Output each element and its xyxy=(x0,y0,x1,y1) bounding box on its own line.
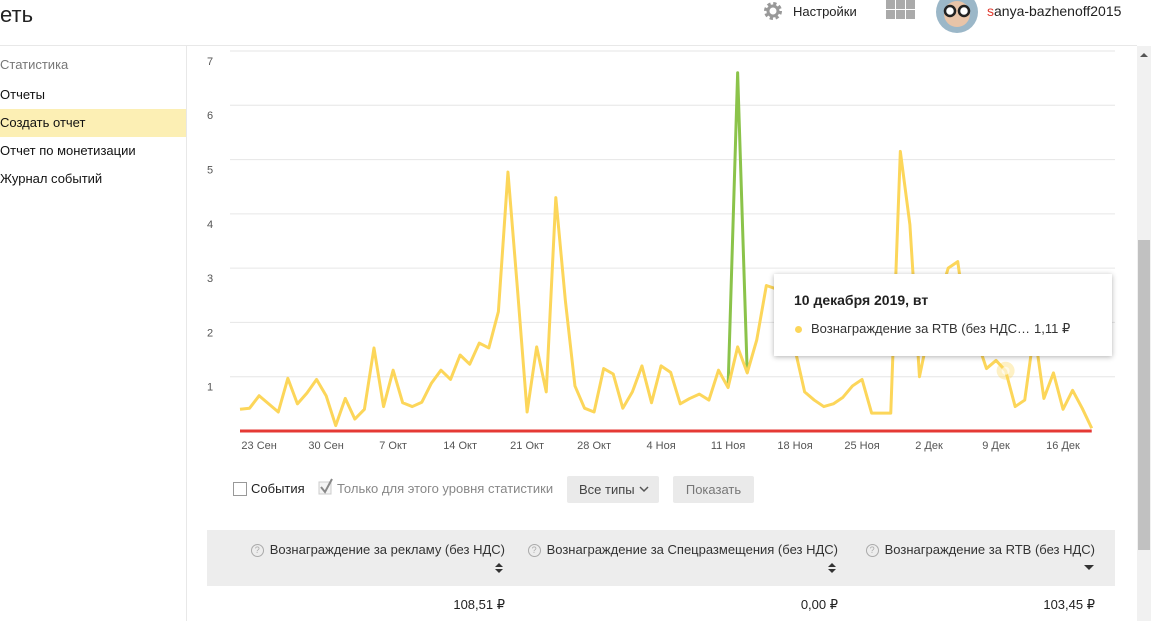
x-tick-label: 30 Сен xyxy=(308,440,343,452)
sidebar-title: Статистика xyxy=(0,57,69,72)
settings-icon[interactable] xyxy=(762,0,784,22)
x-tick-label: 21 Окт xyxy=(510,440,544,452)
settings-link[interactable]: Настройки xyxy=(793,4,857,19)
y-tick-label: 3 xyxy=(207,273,213,285)
sort-icon[interactable] xyxy=(495,562,503,574)
column-title: Вознаграждение за RTB (без НДС) xyxy=(884,542,1095,557)
line-series xyxy=(239,149,1094,429)
line-series xyxy=(726,71,749,388)
x-tick-label: 25 Ноя xyxy=(844,440,879,452)
x-tick-label: 28 Окт xyxy=(577,440,611,452)
button-label: Показать xyxy=(685,482,742,497)
sidebar-item[interactable]: Журнал событий xyxy=(0,171,103,186)
y-tick-label: 5 xyxy=(207,164,213,176)
y-tick-label: 1 xyxy=(207,382,213,394)
tooltip-date: 10 декабря 2019, вт xyxy=(794,292,929,308)
sort-icon[interactable] xyxy=(1084,564,1094,572)
y-tick-label: 6 xyxy=(207,110,213,122)
dropdown[interactable]: Все типы xyxy=(567,476,659,503)
sidebar-item[interactable]: Отчеты xyxy=(0,87,45,102)
column-title: Вознаграждение за Спецразмещения (без НД… xyxy=(546,542,838,557)
column-header[interactable]: ? Вознаграждение за Спецразмещения (без Н… xyxy=(527,542,838,557)
apps-icon[interactable] xyxy=(886,0,916,20)
help-icon[interactable]: ? xyxy=(250,544,264,557)
x-tick-label: 18 Ноя xyxy=(777,440,812,452)
table-cell: 103,45 ₽ xyxy=(1043,597,1095,612)
checkbox-label[interactable]: Только для этого уровня статистики xyxy=(337,481,554,496)
avatar[interactable] xyxy=(935,0,979,34)
sidebar-item[interactable]: Создать отчет xyxy=(0,109,186,137)
hover-marker xyxy=(1001,366,1010,375)
x-tick-label: 11 Ноя xyxy=(711,440,746,452)
checkbox-checked[interactable] xyxy=(318,478,334,496)
tooltip: 10 декабря 2019, вт Вознаграждение за RT… xyxy=(774,274,1112,356)
checkbox-label[interactable]: События xyxy=(251,481,305,496)
scroll-up[interactable] xyxy=(1140,52,1148,58)
table-cell: 0,00 ₽ xyxy=(800,597,838,612)
help-icon[interactable]: ? xyxy=(527,544,541,557)
x-tick-label: 4 Ноя xyxy=(646,440,675,452)
x-tick-label: 2 Дек xyxy=(915,440,943,452)
button[interactable]: Показать xyxy=(673,476,754,503)
chart: 1 2 3 4 5 6 7 23 Сен 30 Сен 7 Окт 14 Окт 21 Окт 28 О… xyxy=(207,50,1115,452)
y-tick-label: 7 xyxy=(207,56,213,68)
column-header[interactable]: ? Вознаграждение за RTB (без НДС) xyxy=(865,542,1095,557)
username[interactable]: sanya-bazhenoff2015 xyxy=(987,3,1122,19)
x-tick-label: 9 Дек xyxy=(982,440,1010,452)
header: еть Настройки sanya-bazhenoff2015 xyxy=(0,0,1137,46)
sidebar-item[interactable]: Отчет по монетизации xyxy=(0,143,136,158)
scrollbar[interactable] xyxy=(1137,46,1151,621)
help-icon[interactable]: ? xyxy=(865,544,879,557)
x-tick-label: 7 Окт xyxy=(379,440,407,452)
column-header[interactable]: ? Вознаграждение за рекламу (без НДС) xyxy=(250,542,505,557)
column-title: Вознаграждение за рекламу (без НДС) xyxy=(269,542,505,557)
dropdown-label: Все типы xyxy=(579,482,635,497)
scrollbar-thumb[interactable] xyxy=(1138,240,1150,550)
y-tick-label: 2 xyxy=(207,327,213,339)
tooltip-value: 1,11 ₽ xyxy=(1034,321,1071,336)
chevron xyxy=(639,486,649,493)
table-header: ? Вознаграждение за рекламу (без НДС) ? Во… xyxy=(207,530,1115,586)
table-cell: 108,51 ₽ xyxy=(453,597,505,612)
tooltip-label: Вознаграждение за RTB (без НДС), ₽ xyxy=(811,321,1031,336)
x-tick-label: 16 Дек xyxy=(1046,440,1080,452)
logo[interactable]: еть xyxy=(0,2,34,27)
tooltip-dot xyxy=(795,326,802,333)
sidebar: Статистика Отчеты Создать отчет Отчет по м… xyxy=(0,46,187,621)
checkbox[interactable] xyxy=(233,482,247,496)
x-tick-label: 14 Окт xyxy=(443,440,477,452)
x-tick-label: 23 Сен xyxy=(241,440,276,452)
sort-icon[interactable] xyxy=(828,562,836,574)
y-tick-label: 4 xyxy=(207,219,213,231)
